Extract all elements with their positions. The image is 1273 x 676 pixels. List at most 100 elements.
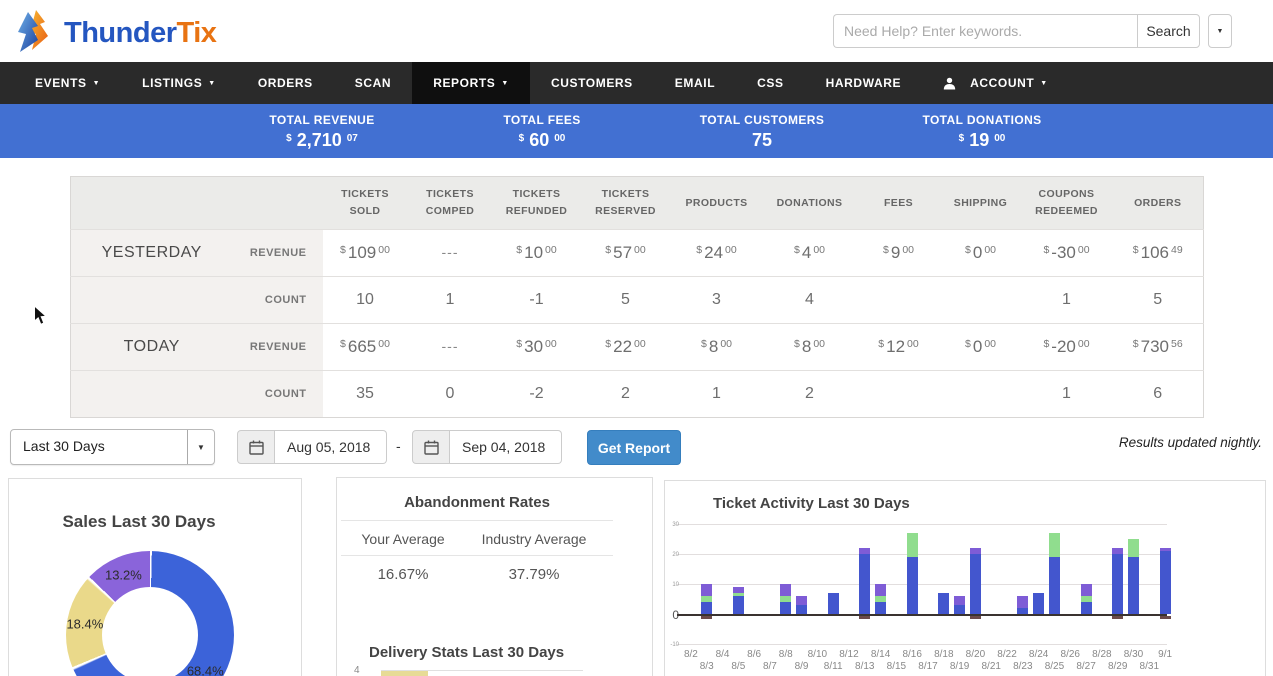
- table-cell: $30 00: [492, 323, 581, 371]
- bar-segment-green: [780, 596, 792, 602]
- row-type-label: REVENUE: [232, 229, 323, 277]
- bar-segment-blue: [1048, 557, 1060, 614]
- table-cell: ---: [407, 229, 493, 277]
- table-cell: -1: [492, 276, 581, 324]
- get-report-button[interactable]: Get Report: [587, 430, 681, 465]
- nav-item-orders[interactable]: ORDERS: [237, 62, 334, 104]
- nav-item-email[interactable]: EMAIL: [654, 62, 736, 104]
- dollars: 12: [886, 337, 906, 356]
- table-cell: $22 00: [580, 323, 671, 371]
- gridline: [677, 554, 1167, 555]
- nav-item-listings[interactable]: LISTINGS ▼: [121, 62, 237, 104]
- table-cell: 4: [762, 276, 857, 324]
- table-cell: [856, 276, 941, 324]
- x-axis-date-label: 8/26: [1060, 649, 1080, 660]
- bar-segment-blue: [859, 554, 871, 614]
- x-axis-date-label: 8/16: [902, 649, 922, 660]
- start-date-input[interactable]: Aug 05, 2018: [275, 430, 387, 464]
- count-value: 35: [356, 385, 374, 402]
- count-value: -1: [529, 291, 544, 308]
- table-cell: 1: [1020, 276, 1113, 324]
- nav-item-scan[interactable]: SCAN: [334, 62, 412, 104]
- bar-segment-blue: [732, 596, 744, 614]
- money-value: $106 49: [1133, 243, 1183, 262]
- nav-item-label: EVENTS: [35, 76, 87, 90]
- dollars: 10: [524, 243, 544, 262]
- top-header: ThunderTix Search ▼: [0, 0, 1273, 62]
- bar-segment-purple: [954, 596, 966, 605]
- money-value: $4 00: [794, 243, 825, 262]
- table-cell: 1: [407, 276, 493, 324]
- sales-donut-panel: Sales Last 30 Days 68.4% 18.4% 13.2%: [8, 478, 302, 676]
- bar-segment-blue: [1112, 554, 1124, 614]
- count-value: 1: [712, 385, 721, 402]
- currency-symbol: $: [516, 244, 523, 256]
- money-value: $12 00: [878, 337, 918, 356]
- help-search-input[interactable]: [833, 14, 1137, 48]
- currency-symbol: $: [696, 244, 703, 256]
- nav-item-reports[interactable]: REPORTS ▼: [412, 62, 530, 104]
- table-row--count: COUNT 35 0 -2 2 1 2 1 6: [70, 370, 1204, 418]
- x-axis-date-label: 8/27: [1076, 661, 1096, 672]
- search-button[interactable]: Search: [1137, 14, 1200, 48]
- x-axis-date-label: 8/21: [981, 661, 1001, 672]
- abandonment-col-your-average: Your Average: [361, 531, 445, 547]
- bar-segment-negative: [1159, 616, 1171, 619]
- cents: 00: [984, 244, 996, 256]
- table-cell: 0: [407, 370, 493, 418]
- totals-banner: TOTAL REVENUE $ 2,710 07 TOTAL FEES $ 60 00…: [0, 104, 1273, 158]
- gridline: [677, 524, 1167, 525]
- stat-total-customers: TOTAL CUSTOMERS 75: [652, 104, 872, 158]
- bar-segment-purple: [732, 587, 744, 593]
- dollars: 106: [1140, 243, 1170, 262]
- ticket-activity-chart: -10 0 10 20 30 8/2 8/3 8/4 8/5 8/6 8/7 8/8 8/9 8/10 8/…: [670, 481, 1172, 676]
- table-cell: $665 00: [322, 323, 408, 371]
- bar-segment-negative: [969, 616, 981, 619]
- stat-cents: 07: [346, 133, 358, 144]
- end-date-input[interactable]: Sep 04, 2018: [450, 430, 562, 464]
- dollars: 8: [801, 337, 812, 356]
- cents: 00: [378, 244, 390, 256]
- nav-item-customers[interactable]: CUSTOMERS: [530, 62, 654, 104]
- table-cell: $4 00: [762, 229, 857, 277]
- dollars: 665: [347, 337, 377, 356]
- bar-segment-purple: [780, 584, 792, 596]
- dollars: -20: [1051, 337, 1076, 356]
- stat-value: 75: [751, 130, 773, 150]
- nav-item-hardware[interactable]: HARDWARE: [805, 62, 922, 104]
- empty-value-dashes: ---: [441, 244, 459, 260]
- abandonment-panel: Abandonment Rates Your Average Industry …: [336, 477, 653, 676]
- nav-item-events[interactable]: EVENTS ▼: [14, 62, 121, 104]
- bar-segment-negative: [859, 616, 871, 619]
- x-axis-date-label: 8/14: [870, 649, 891, 660]
- bar-segment-purple: [859, 548, 871, 554]
- dollars: -30: [1051, 243, 1076, 262]
- stat-label: TOTAL FEES: [503, 113, 581, 127]
- table-cell: 1: [670, 370, 763, 418]
- column-header-orders: ORDERS: [1112, 176, 1204, 230]
- column-header-shipping: SHIPPING: [940, 176, 1021, 230]
- cents: 00: [545, 244, 557, 256]
- stat-total-fees: TOTAL FEES $ 60 00: [432, 104, 652, 158]
- currency-symbol: $: [958, 133, 965, 144]
- column-header-coupons-redeemed: COUPONS REDEEMED: [1020, 176, 1113, 230]
- count-value: 2: [621, 385, 630, 402]
- table-cell: $12 00: [856, 323, 941, 371]
- nav-item-account[interactable]: ACCOUNT ▼: [922, 62, 1069, 104]
- bar-segment-purple: [796, 596, 808, 605]
- main-nav: EVENTS ▼ LISTINGS ▼ ORDERS SCAN REPORTS ▼ CUSTOM…: [0, 62, 1273, 104]
- bar-segment-purple: [701, 584, 713, 596]
- row-day-label: YESTERDAY: [70, 229, 233, 277]
- summary-header-spacer: [232, 176, 323, 230]
- count-value: -2: [529, 385, 544, 402]
- money-value: $0 00: [965, 337, 996, 356]
- y-axis-tick-label: 10: [672, 582, 679, 588]
- ticket-activity-panel: Ticket Activity Last 30 Days -10 0 10 20 30 8…: [664, 480, 1266, 676]
- search-options-caret-button[interactable]: ▼: [1208, 14, 1232, 48]
- cents: 00: [634, 244, 646, 256]
- date-range-select[interactable]: Last 30 Days ▼: [10, 429, 215, 465]
- nav-item-css[interactable]: CSS: [736, 62, 804, 104]
- money-value: $109 00: [340, 243, 390, 262]
- bar-segment-purple: [969, 548, 981, 554]
- thundertix-logo[interactable]: ThunderTix: [12, 6, 217, 61]
